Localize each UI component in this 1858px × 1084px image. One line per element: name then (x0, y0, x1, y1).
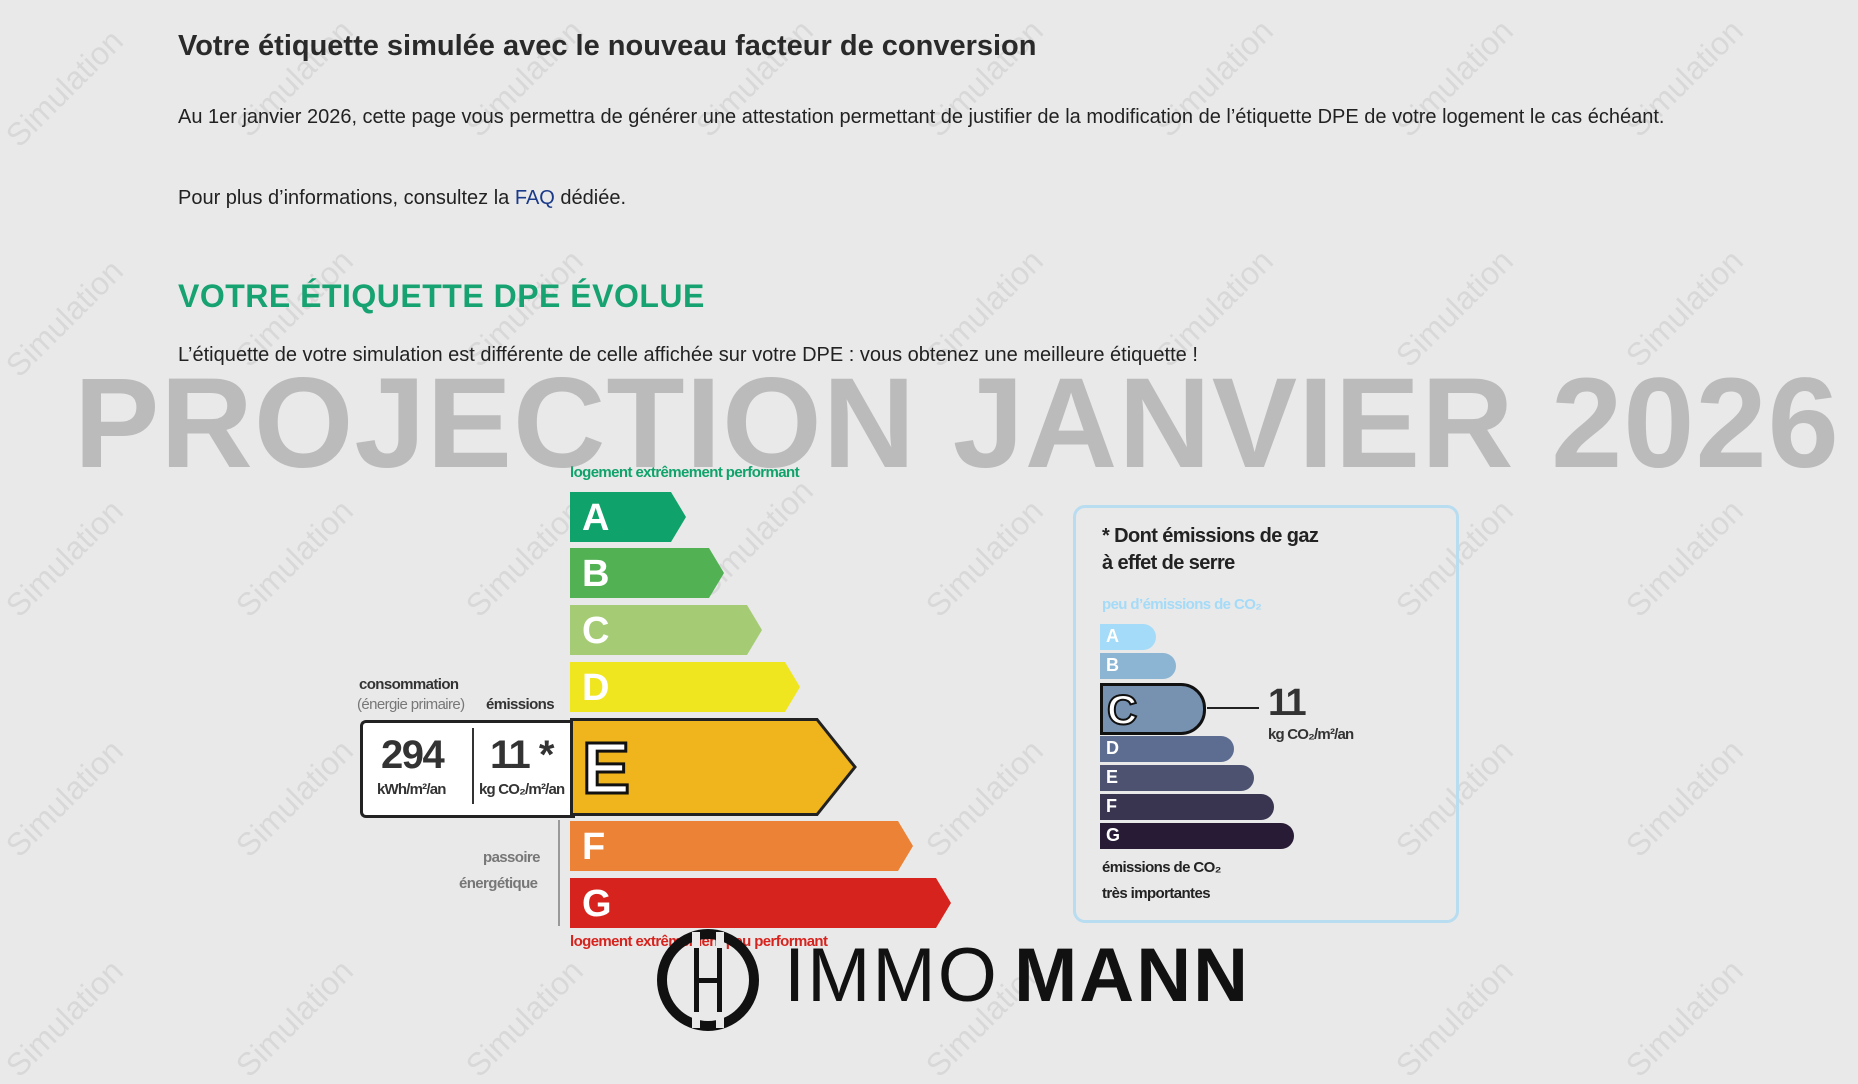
metrics-divider (472, 728, 474, 804)
passoire-bracket (558, 820, 560, 926)
class-letter: B (582, 553, 610, 595)
class-letter: C (582, 610, 610, 652)
watermark-text: Simulation (1388, 952, 1520, 1084)
ghg-class-g: G (1100, 823, 1294, 849)
watermark-text: Simulation (228, 952, 360, 1084)
consumption-label: consommation (359, 676, 459, 693)
ghg-class-letter: E (1106, 767, 1119, 787)
class-arrow (570, 492, 686, 542)
class-arrow (570, 878, 951, 928)
ghg-panel (1073, 505, 1459, 923)
current-class-letter: E (580, 728, 631, 811)
brand-name-bold: MANN (1014, 933, 1250, 1018)
page-title: Votre étiquette simulée avec le nouveau … (178, 30, 1037, 62)
energy-class-e-current: E (570, 718, 857, 816)
ghg-title: * Dont émissions de gaz (1102, 525, 1319, 547)
watermark-text: Simulation (1618, 732, 1750, 864)
ghg-class-c-current: C (1100, 683, 1206, 735)
passoire-label-2: énergétique (459, 875, 538, 892)
watermark-text: Simulation (0, 492, 130, 624)
ghg-class-letter: F (1106, 796, 1117, 816)
ghg-unit: kg CO₂/m²/an (1268, 726, 1354, 743)
ghg-current-letter: C (1106, 685, 1138, 734)
ghg-class-letter: D (1106, 738, 1119, 758)
more-info-suffix: dédiée. (554, 187, 627, 209)
watermark-text: Simulation (918, 732, 1050, 864)
ghg-top-caption: peu d’émissions de CO₂ (1102, 596, 1262, 613)
class-letter: A (582, 497, 610, 539)
ghg-title-2: à effet de serre (1102, 552, 1235, 574)
watermark-text: Simulation (458, 952, 590, 1084)
ghg-class-b: B (1100, 653, 1176, 679)
passoire-label: passoire (483, 849, 541, 866)
ghg-pointer-line (1207, 707, 1259, 709)
ghg-class-f: F (1100, 794, 1274, 820)
metrics-box (360, 720, 575, 818)
emissions-label: émissions (486, 696, 555, 713)
consumption-value: 294 (381, 733, 445, 777)
class-arrow (570, 605, 762, 655)
watermark-text: Simulation (918, 492, 1050, 624)
ghg-class-letter: G (1106, 825, 1121, 845)
watermark-text: Simulation (228, 732, 360, 864)
emissions-unit: kg CO₂/m²/an (479, 781, 565, 798)
watermark-text: Simulation (0, 732, 130, 864)
top-caption: logement extrêmement performant (570, 464, 800, 481)
more-info-paragraph: Pour plus d’informations, consultez la F… (178, 183, 1698, 214)
section-title: VOTRE ÉTIQUETTE DPE ÉVOLUE (178, 278, 705, 314)
watermark-text: Simulation (228, 492, 360, 624)
consumption-sub-label: (énergie primaire) (357, 696, 465, 713)
intro-paragraph: Au 1er janvier 2026, cette page vous per… (178, 106, 1665, 128)
ghg-bottom-caption-2: très importantes (1102, 885, 1211, 902)
ghg-class-d: D (1100, 736, 1234, 762)
watermark-text: Simulation (1618, 492, 1750, 624)
brand-monogram-icon (656, 928, 760, 1032)
class-arrow (570, 662, 800, 712)
energy-class-d: D (570, 662, 800, 712)
more-info-prefix: Pour plus d’informations, consultez la (178, 187, 515, 209)
class-arrow (570, 821, 913, 871)
ghg-value: 11 (1268, 682, 1307, 724)
ghg-class-letter: B (1106, 655, 1119, 675)
ghg-class-letter: A (1106, 626, 1119, 646)
class-letter: D (582, 667, 610, 709)
energy-class-f: F (570, 821, 913, 871)
class-arrow (570, 548, 724, 598)
ghg-class-a: A (1100, 624, 1156, 650)
energy-class-b: B (570, 548, 724, 598)
class-letter: G (582, 883, 612, 925)
ghg-bottom-caption: émissions de CO₂ (1102, 859, 1221, 876)
section-message: L’étiquette de votre simulation est diff… (178, 344, 1198, 366)
monogram-svg (657, 929, 759, 1031)
consumption-unit: kWh/m²/an (377, 781, 446, 798)
energy-class-a: A (570, 492, 686, 542)
watermark-text: Simulation (0, 952, 130, 1084)
watermark-text: Simulation (0, 22, 130, 154)
emissions-value: 11 * (490, 733, 554, 777)
energy-class-c: C (570, 605, 762, 655)
class-letter: F (582, 826, 606, 868)
class-arrow (570, 718, 857, 816)
ghg-class-e: E (1100, 765, 1254, 791)
faq-link[interactable]: FAQ (514, 187, 555, 209)
watermark-text: Simulation (1618, 952, 1750, 1084)
projection-overlay: PROJECTION JANVIER 2026 (74, 352, 1840, 495)
brand-name-light: IMMO (784, 933, 999, 1018)
energy-class-g: G (570, 878, 951, 928)
